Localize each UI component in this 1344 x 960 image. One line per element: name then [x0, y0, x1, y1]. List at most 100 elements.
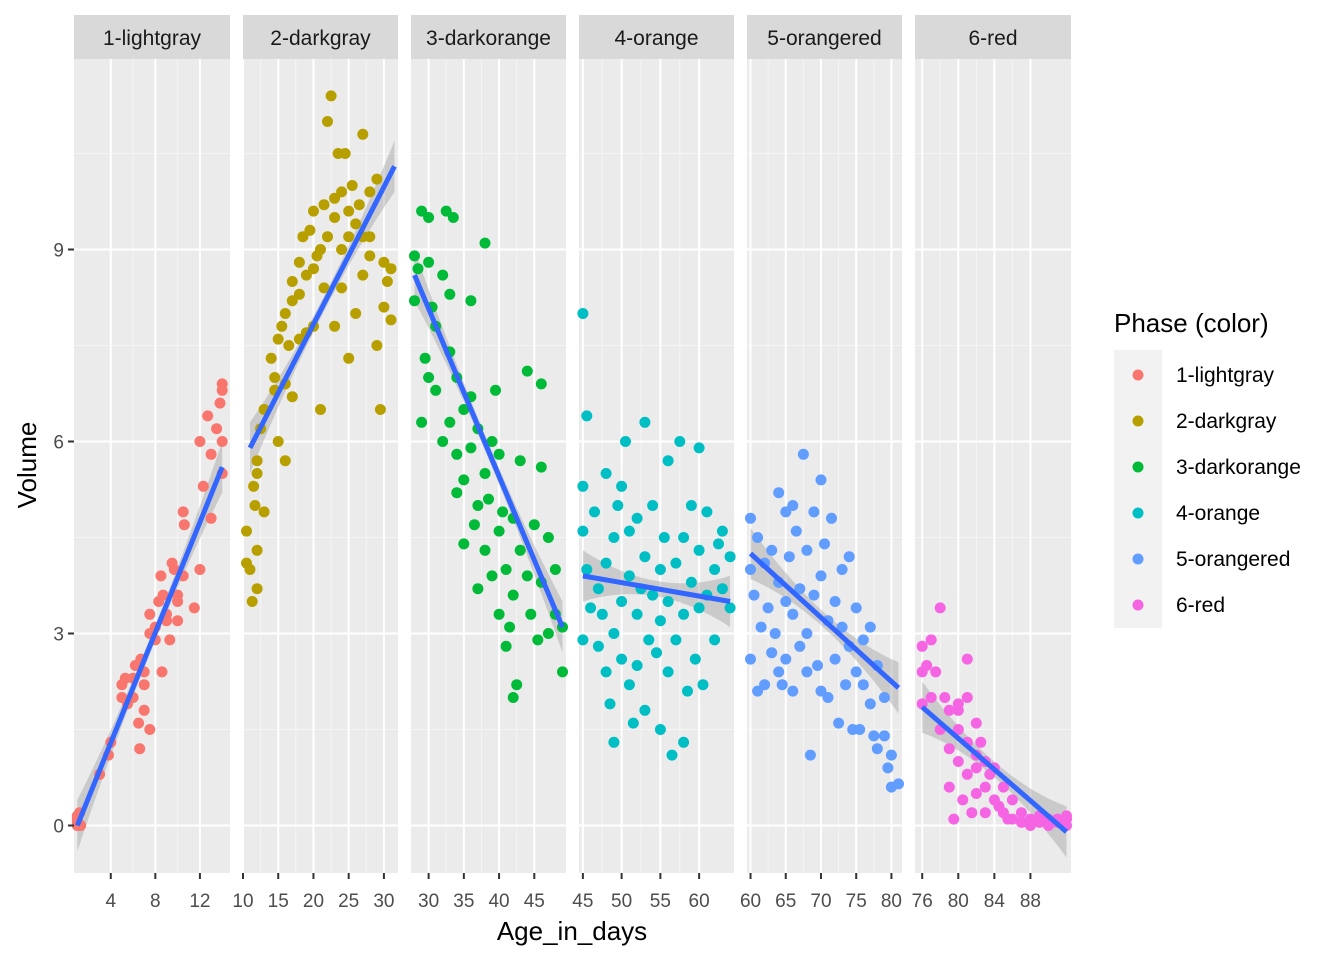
data-point	[525, 608, 537, 620]
data-point	[885, 749, 897, 761]
data-point	[878, 692, 890, 703]
data-point	[616, 596, 628, 607]
x-tick-label: 12	[189, 891, 210, 912]
data-point	[178, 519, 190, 531]
data-point	[701, 506, 713, 518]
data-point	[815, 474, 827, 486]
data-point	[244, 564, 256, 575]
data-point	[766, 544, 778, 556]
legend-label: 3-darkorange	[1176, 456, 1301, 479]
data-point	[850, 666, 862, 678]
data-point	[833, 717, 845, 729]
data-point	[943, 743, 955, 755]
data-point	[934, 602, 946, 614]
data-point	[172, 596, 184, 607]
data-point	[780, 596, 792, 607]
data-point	[850, 602, 862, 614]
data-point	[925, 634, 937, 646]
data-point	[826, 512, 837, 524]
data-point	[493, 608, 505, 620]
legend-swatch-2-darkgray	[1132, 415, 1144, 427]
data-point	[409, 250, 420, 262]
data-point	[286, 276, 298, 287]
data-point	[943, 704, 955, 716]
data-point	[780, 653, 792, 665]
data-point	[916, 640, 928, 652]
facet-4-orange: 4-orange 45 50 55 60	[572, 15, 736, 912]
data-point	[329, 192, 341, 204]
data-point	[787, 685, 799, 697]
data-point	[682, 685, 693, 697]
x-tick-label: 76	[912, 891, 933, 912]
data-point	[423, 372, 435, 383]
data-point	[1015, 816, 1027, 828]
data-point	[689, 653, 701, 665]
data-point	[979, 807, 991, 819]
data-point	[336, 186, 348, 198]
data-point	[790, 525, 802, 537]
facet-strip-label: 2-darkgray	[270, 27, 371, 50]
data-point	[144, 724, 156, 735]
data-point	[246, 596, 258, 607]
data-point	[616, 480, 628, 492]
data-point	[293, 256, 305, 268]
data-point	[385, 263, 397, 275]
data-point	[639, 551, 651, 563]
data-point	[346, 180, 358, 191]
data-point	[251, 468, 263, 479]
data-point	[465, 442, 477, 454]
data-point	[868, 730, 880, 742]
data-point	[787, 500, 799, 511]
facet-1-lightgray: 1-lightgray 4 8 12	[71, 15, 230, 912]
data-point	[293, 288, 305, 300]
data-point	[528, 519, 540, 531]
data-point	[472, 583, 484, 595]
x-tick-label: 45	[572, 891, 593, 912]
facet-strip	[411, 15, 566, 59]
data-point	[631, 660, 643, 671]
data-point	[214, 397, 226, 409]
data-point	[451, 487, 463, 499]
data-point	[542, 628, 554, 639]
data-point	[497, 506, 509, 518]
legend-label: 6-red	[1176, 594, 1225, 617]
data-point	[465, 295, 477, 307]
data-point	[893, 778, 904, 790]
data-point	[608, 532, 620, 543]
data-point	[336, 244, 348, 255]
data-point	[678, 736, 690, 748]
facet-2-darkgray: 2-darkgray 10 15 20 25 30	[232, 15, 398, 912]
data-point	[194, 436, 206, 447]
data-point	[409, 295, 420, 307]
data-point	[329, 320, 341, 332]
data-point	[493, 448, 505, 460]
data-point	[762, 602, 774, 614]
data-point	[202, 410, 214, 422]
data-point	[819, 538, 830, 550]
data-point	[857, 679, 869, 691]
data-point	[709, 564, 721, 575]
data-point	[654, 564, 666, 575]
data-point	[483, 493, 494, 505]
data-point	[752, 685, 764, 697]
data-point	[882, 762, 894, 774]
fit-line	[582, 573, 731, 604]
data-point	[623, 570, 635, 582]
data-point	[776, 679, 788, 691]
data-point	[812, 660, 823, 671]
data-point	[585, 602, 597, 614]
data-point	[412, 263, 424, 275]
data-point	[808, 506, 820, 518]
data-point	[211, 423, 223, 435]
data-point	[188, 602, 200, 614]
data-point	[857, 634, 869, 646]
data-point	[343, 205, 355, 217]
data-point	[678, 608, 690, 620]
data-point	[329, 212, 341, 223]
legend-swatch-5-orangered	[1132, 553, 1144, 565]
data-point	[961, 768, 973, 780]
fit-line	[247, 165, 397, 450]
data-point	[486, 436, 498, 447]
data-point	[773, 487, 785, 499]
data-point	[724, 551, 736, 563]
